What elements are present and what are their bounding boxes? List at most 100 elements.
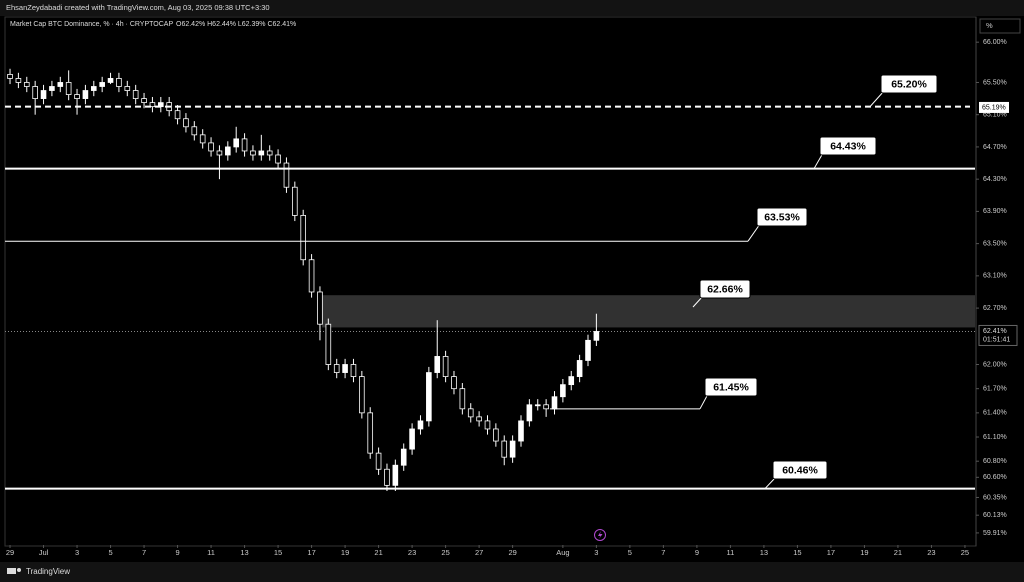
- candle-body: [300, 215, 307, 261]
- candle-body: [400, 448, 407, 466]
- candle-body: [576, 360, 583, 377]
- x-tick-label: 13: [240, 548, 248, 557]
- candle-body: [250, 150, 256, 156]
- candle-body: [258, 150, 265, 156]
- candle-body: [124, 86, 131, 91]
- candle-body: [141, 98, 147, 104]
- x-tick-label: 13: [760, 548, 768, 557]
- candle-body: [367, 412, 374, 454]
- candle-body: [191, 126, 198, 136]
- credit: EhsanZeydabadi created with TradingView.…: [6, 3, 270, 12]
- candle-body: [99, 82, 105, 87]
- level-label-box: [772, 460, 828, 480]
- chart-title: Market Cap BTC Dominance, % · 4h · CRYPT…: [10, 21, 173, 28]
- candle-body: [501, 440, 508, 458]
- x-tick-label: 3: [75, 548, 79, 557]
- candle-body: [451, 376, 457, 390]
- y-tick-label: 60.13%: [983, 512, 1007, 519]
- label-pointer: [747, 223, 761, 242]
- label-pointer: [869, 90, 885, 107]
- candle-body: [65, 82, 72, 95]
- last-price-box: [978, 324, 1018, 346]
- last-price-label: 62.41%: [983, 328, 1007, 335]
- x-tick-label: 27: [475, 548, 483, 557]
- candle-body: [417, 420, 424, 430]
- x-tick-label: 21: [374, 548, 382, 557]
- candle-body: [266, 150, 273, 156]
- candle-body: [241, 138, 248, 152]
- candle-body: [534, 404, 541, 407]
- x-tick-label: 9: [695, 548, 699, 557]
- y-tick-label: 65.50%: [983, 79, 1007, 86]
- ohlc-legend: O62.42% H62.44% L62.39% C62.41%: [176, 21, 296, 28]
- candle-body: [292, 186, 298, 216]
- candle-body: [23, 82, 30, 87]
- candle-body: [342, 364, 348, 373]
- level-label: 61.45%: [713, 381, 749, 393]
- y-tick-label: 64.30%: [983, 176, 1007, 183]
- candle-body: [434, 356, 441, 373]
- candle-body: [317, 291, 323, 325]
- candle-body: [283, 162, 290, 188]
- candle-body: [174, 110, 181, 120]
- y-tick-label: 60.35%: [983, 494, 1007, 501]
- level-label-box: [756, 207, 808, 227]
- candle-body: [149, 102, 156, 108]
- candle-body: [325, 323, 332, 365]
- candle-body: [15, 78, 22, 83]
- level-label-box: [819, 136, 877, 156]
- level-label: 65.20%: [891, 78, 927, 90]
- candle-body: [518, 420, 524, 442]
- x-tick-label: Jul: [39, 548, 49, 557]
- candle-body: [375, 452, 382, 470]
- candle-body: [476, 416, 482, 422]
- y-tick-label: 63.10%: [983, 273, 1007, 280]
- y-tick-label: 61.70%: [983, 386, 1007, 393]
- candle-body: [509, 440, 516, 458]
- candle-body: [208, 142, 214, 152]
- candle-body: [107, 78, 114, 83]
- x-tick-label: 7: [661, 548, 665, 557]
- candle-body: [275, 154, 281, 164]
- axis-unit-box: [979, 18, 1021, 34]
- y-tick-label: 63.90%: [983, 208, 1007, 215]
- zone: [322, 295, 975, 328]
- candle-body: [350, 364, 357, 377]
- y-tick-label: 66.00%: [983, 39, 1007, 46]
- candle-body: [484, 420, 491, 430]
- candle-body: [32, 86, 38, 99]
- candle-body: [442, 356, 449, 377]
- x-tick-label: 19: [341, 548, 349, 557]
- x-tick-label: Aug: [556, 548, 569, 557]
- countdown: 01:51:41: [983, 336, 1010, 343]
- level-label-box: [880, 74, 938, 94]
- candle-body: [225, 146, 231, 156]
- candle-body: [82, 90, 89, 99]
- candle-body: [560, 384, 566, 398]
- candle-body: [49, 86, 55, 91]
- x-tick-label: 5: [108, 548, 112, 557]
- candle-body: [392, 464, 399, 486]
- candle-body: [543, 404, 549, 410]
- candle-body: [116, 78, 122, 87]
- x-tick-label: 3: [594, 548, 598, 557]
- x-tick-label: 25: [961, 548, 969, 557]
- x-tick-label: 25: [441, 548, 449, 557]
- candle-body: [308, 259, 315, 293]
- level-label-box: [704, 377, 758, 397]
- x-tick-label: 17: [307, 548, 315, 557]
- candle-body: [216, 150, 223, 156]
- y-tick-label: 64.70%: [983, 144, 1007, 151]
- candle-body: [333, 364, 340, 373]
- label-pointer: [813, 152, 824, 169]
- y-tick-label: 61.40%: [983, 410, 1007, 417]
- x-tick-label: 5: [628, 548, 632, 557]
- candle-body: [40, 90, 47, 99]
- y-tick-label: 62.00%: [983, 361, 1007, 368]
- candle-body: [526, 404, 533, 422]
- candle-body: [568, 376, 575, 386]
- axis-unit: %: [986, 21, 993, 30]
- footer-brand: TradingView: [26, 567, 70, 576]
